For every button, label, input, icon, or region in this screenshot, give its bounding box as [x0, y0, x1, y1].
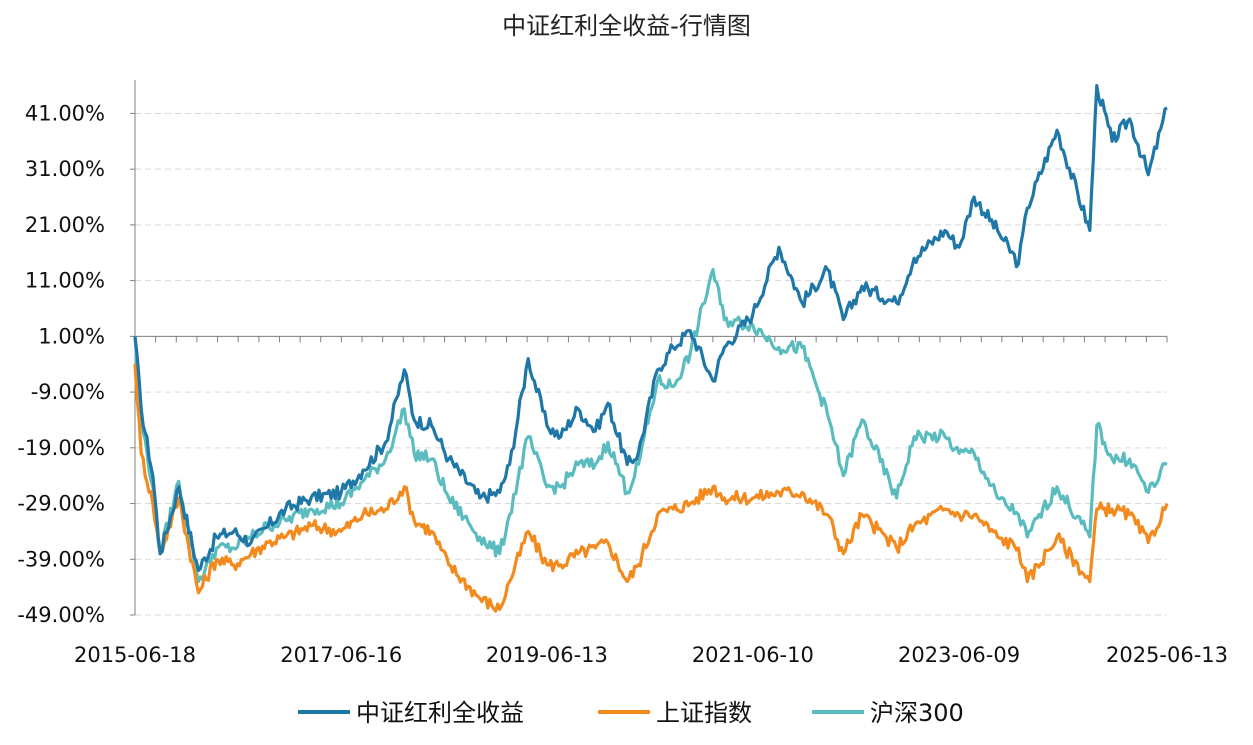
y-tick-label: 1.00%	[38, 324, 105, 348]
legend-label: 沪深300	[870, 699, 964, 727]
x-tick-label: 2021-06-10	[692, 643, 814, 667]
x-tick-label: 2025-06-13	[1106, 643, 1228, 667]
y-tick-label: -19.00%	[17, 436, 105, 460]
y-tick-label: -49.00%	[17, 603, 105, 627]
tick-labels: 41.00% 31.00% 21.00% 11.00% 1.00% -9.00% -19.0…	[17, 101, 1228, 667]
series-line-0	[133, 83, 1168, 573]
y-tick-label: 41.00%	[25, 101, 105, 125]
series-line-2	[133, 267, 1168, 584]
x-tick-label: 2015-06-18	[74, 643, 196, 667]
y-tick-label: -29.00%	[17, 492, 105, 516]
y-tick-label: -9.00%	[31, 380, 105, 404]
chart-title: 中证红利全收益-行情图	[502, 12, 751, 40]
legend: 中证红利全收益 上证指数 沪深300	[298, 699, 964, 727]
y-tick-label: 31.00%	[25, 157, 105, 181]
x-tick-label: 2017-06-16	[280, 643, 402, 667]
x-tick-label: 2023-06-09	[898, 643, 1020, 667]
y-tick-label: 21.00%	[25, 213, 105, 237]
x-tick-label: 2019-06-13	[486, 643, 608, 667]
legend-label: 上证指数	[656, 699, 752, 727]
y-tick-label: -39.00%	[17, 547, 105, 571]
series-lines	[133, 83, 1169, 613]
y-tick-label: 11.00%	[25, 269, 105, 293]
legend-label: 中证红利全收益	[356, 699, 524, 727]
series-line-1	[133, 364, 1169, 613]
